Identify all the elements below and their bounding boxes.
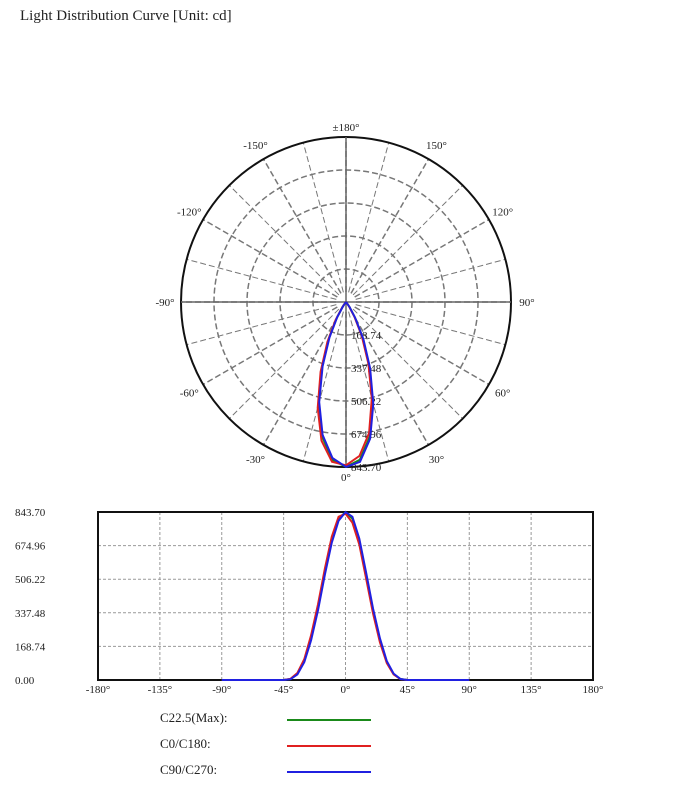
polar-spoke bbox=[348, 311, 390, 462]
polar-spoke bbox=[186, 258, 337, 300]
x-tick-label: -180° bbox=[86, 684, 111, 696]
y-tick-label: 0.00 bbox=[15, 675, 35, 687]
y-tick-label: 337.48 bbox=[15, 608, 46, 620]
polar-spoke bbox=[348, 142, 390, 293]
polar-spoke bbox=[354, 218, 490, 298]
chart-title: Light Distribution Curve [Unit: cd] bbox=[20, 8, 232, 24]
x-tick-label: 0° bbox=[341, 684, 351, 696]
polar-angle-label: -150° bbox=[243, 140, 268, 152]
polar-angle-label: -120° bbox=[177, 207, 202, 219]
polar-spoke bbox=[354, 306, 490, 386]
polar-radial-label: 337.48 bbox=[351, 363, 382, 375]
polar-spoke bbox=[186, 304, 337, 346]
legend-label: C22.5(Max): bbox=[160, 710, 228, 725]
legend-label: C90/C270: bbox=[160, 762, 218, 777]
legend-label: C0/C180: bbox=[160, 736, 211, 751]
legend-swatch bbox=[287, 771, 371, 773]
polar-spoke bbox=[352, 184, 464, 296]
x-tick-label: 90° bbox=[462, 684, 477, 696]
polar-spoke bbox=[302, 311, 344, 462]
polar-radial-label: 506.22 bbox=[351, 396, 381, 408]
polar-spoke bbox=[228, 184, 340, 296]
polar-angle-label: -90° bbox=[155, 297, 174, 309]
polar-spoke bbox=[202, 218, 338, 298]
polar-angle-label: 30° bbox=[429, 454, 444, 466]
x-tick-label: -135° bbox=[148, 684, 173, 696]
polar-series-c90c270 bbox=[318, 301, 375, 469]
y-tick-label: 506.22 bbox=[15, 574, 45, 586]
x-tick-label: 180° bbox=[583, 684, 604, 696]
legend-swatch bbox=[287, 745, 371, 747]
polar-radial-label: 843.70 bbox=[351, 462, 382, 474]
line-series-c90c270 bbox=[221, 510, 470, 681]
polar-spoke bbox=[202, 306, 338, 386]
x-tick-label: 135° bbox=[521, 684, 542, 696]
polar-spoke bbox=[355, 304, 506, 346]
polar-spoke bbox=[302, 142, 344, 293]
polar-angle-label: 0° bbox=[341, 472, 351, 484]
polar-angle-label: -30° bbox=[246, 454, 265, 466]
x-tick-label: -90° bbox=[212, 684, 231, 696]
polar-radial-label: 674.96 bbox=[351, 429, 382, 441]
x-tick-label: 45° bbox=[400, 684, 415, 696]
polar-angle-label: 150° bbox=[426, 140, 447, 152]
polar-spoke bbox=[228, 308, 340, 420]
polar-spoke bbox=[350, 310, 430, 446]
y-tick-label: 843.70 bbox=[15, 507, 46, 519]
polar-angle-label: ±180° bbox=[333, 122, 360, 134]
legend-swatch bbox=[287, 719, 371, 721]
polar-angle-label: -60° bbox=[180, 388, 199, 400]
x-tick-label: -45° bbox=[274, 684, 293, 696]
polar-spoke bbox=[352, 308, 464, 420]
polar-spoke bbox=[355, 258, 506, 300]
polar-spoke bbox=[350, 158, 430, 294]
polar-angle-label: 120° bbox=[492, 207, 513, 219]
y-tick-label: 168.74 bbox=[15, 641, 46, 653]
polar-angle-label: 90° bbox=[519, 297, 534, 309]
polar-spoke bbox=[262, 158, 342, 294]
polar-spoke bbox=[262, 310, 342, 446]
y-tick-label: 674.96 bbox=[15, 541, 46, 553]
polar-angle-label: 60° bbox=[495, 388, 510, 400]
polar-radial-label: 168.74 bbox=[351, 330, 382, 342]
